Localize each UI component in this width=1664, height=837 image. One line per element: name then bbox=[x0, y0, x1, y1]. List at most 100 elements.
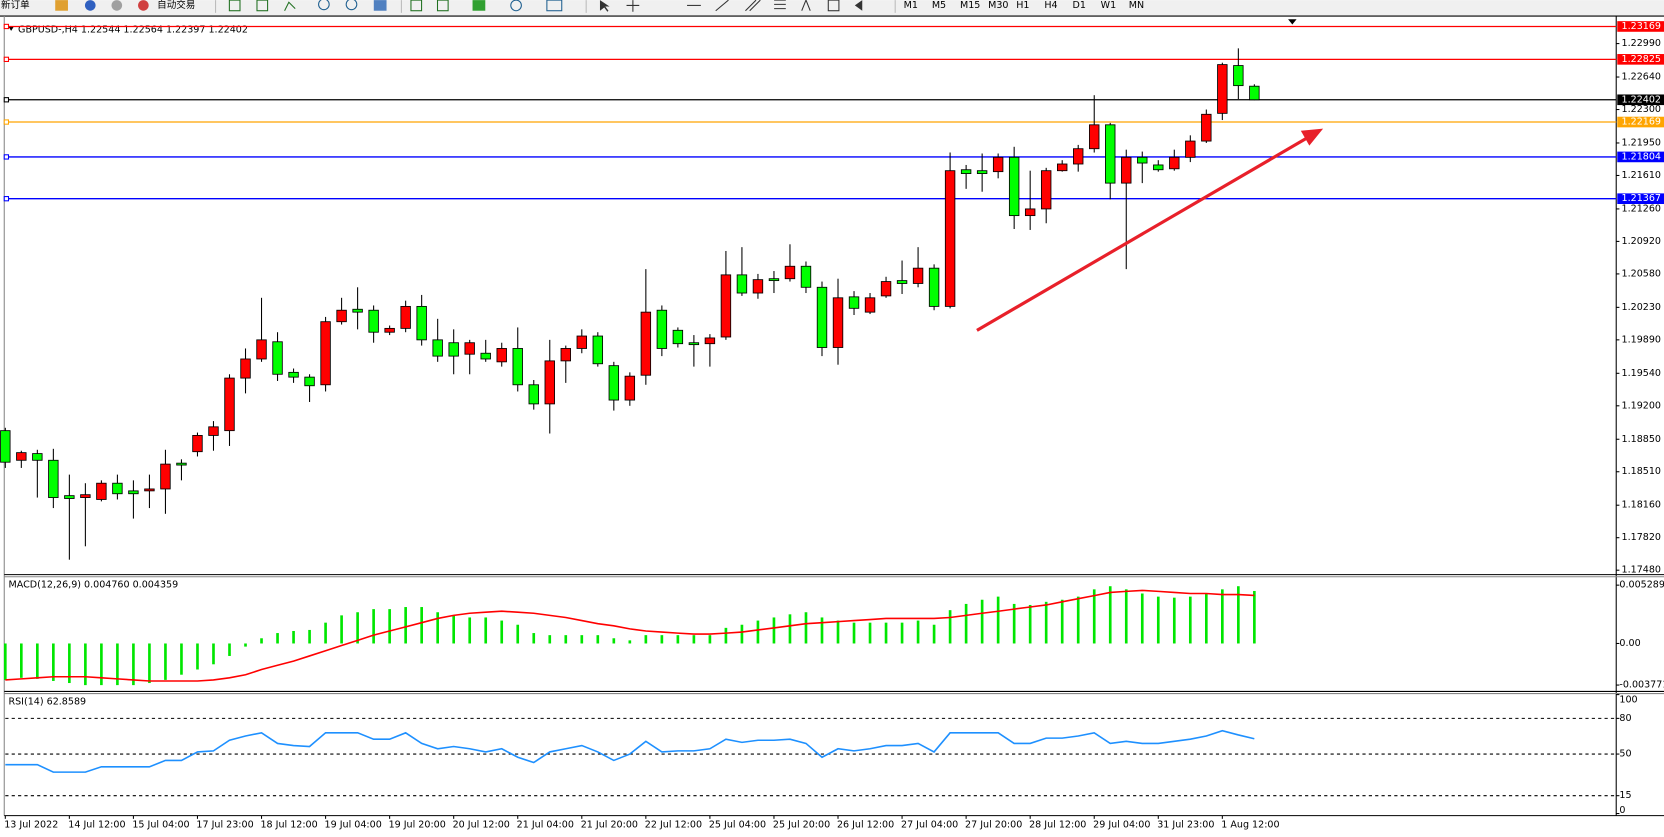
arrow-tool[interactable] bbox=[854, 0, 863, 11]
candle-body bbox=[992, 156, 1004, 173]
candle-body bbox=[64, 495, 75, 499]
y-tick-label: 1.21610 bbox=[1622, 170, 1661, 181]
icon[interactable] bbox=[410, 0, 423, 12]
level-label: 1.23169 bbox=[1622, 21, 1661, 32]
new-order-button[interactable]: 新订单 bbox=[1, 0, 30, 11]
trendline-tool[interactable] bbox=[715, 0, 729, 12]
zoom-in[interactable] bbox=[318, 0, 330, 11]
rsi-title: RSI(14) 62.8589 bbox=[8, 697, 86, 708]
timeframe-button[interactable]: M15 bbox=[960, 0, 980, 11]
x-tick-label: 14 Jul 12:00 bbox=[68, 820, 125, 831]
candle-body bbox=[464, 342, 475, 355]
y-tick-label: 15 bbox=[1619, 790, 1631, 801]
candle-body bbox=[0, 430, 11, 463]
y-tick-label: 1.20920 bbox=[1622, 236, 1661, 247]
icon[interactable] bbox=[55, 0, 68, 11]
y-tick-label: 100 bbox=[1619, 694, 1637, 705]
candle-body bbox=[912, 267, 924, 284]
cursor-tool[interactable] bbox=[599, 0, 610, 12]
icon[interactable] bbox=[436, 0, 449, 12]
icon[interactable] bbox=[228, 0, 241, 12]
candle-body bbox=[368, 309, 379, 333]
fibo-tool[interactable] bbox=[774, 0, 786, 10]
y-tick-label: 1.18850 bbox=[1622, 434, 1661, 445]
x-tick-label: 22 Jul 12:00 bbox=[645, 820, 702, 831]
auto-trading-button[interactable]: 自动交易 bbox=[157, 0, 195, 11]
auto-trading-icon[interactable] bbox=[138, 0, 149, 11]
channel-tool[interactable] bbox=[745, 0, 761, 12]
timeframe-button[interactable]: M5 bbox=[932, 0, 946, 11]
timeframe-button[interactable]: H4 bbox=[1044, 0, 1057, 11]
y-tick-label: 1.18160 bbox=[1622, 500, 1661, 511]
candle-body bbox=[208, 426, 219, 436]
level-handle bbox=[3, 23, 10, 30]
level-label: 1.21804 bbox=[1622, 151, 1661, 162]
zoom-out[interactable] bbox=[345, 0, 358, 11]
y-tick-label: -0.003771 bbox=[1619, 680, 1664, 691]
candle-body bbox=[1185, 140, 1196, 158]
candle-body bbox=[1056, 163, 1068, 172]
timeframe-button[interactable]: W1 bbox=[1101, 0, 1117, 11]
candle-body bbox=[304, 376, 315, 387]
candle-body bbox=[864, 297, 876, 313]
candle-body bbox=[624, 375, 636, 401]
icon[interactable] bbox=[111, 0, 123, 11]
level-label-box bbox=[1617, 94, 1664, 106]
candle-body bbox=[1217, 64, 1228, 114]
icon[interactable] bbox=[373, 0, 387, 11]
label-tool[interactable] bbox=[827, 0, 840, 12]
candle-body bbox=[256, 339, 267, 360]
timeframe-button[interactable]: D1 bbox=[1073, 0, 1086, 11]
candle-body bbox=[1137, 156, 1148, 164]
y-tick-label: 1.19540 bbox=[1622, 368, 1661, 379]
icon[interactable] bbox=[284, 1, 296, 11]
candle-body bbox=[688, 342, 700, 346]
y-tick-label: 0.00 bbox=[1619, 638, 1640, 649]
candle-body bbox=[1024, 208, 1036, 217]
icon[interactable] bbox=[256, 0, 269, 12]
y-tick-label: 0 bbox=[1619, 805, 1625, 816]
candle-body bbox=[544, 360, 555, 405]
crosshair-tool[interactable] bbox=[626, 0, 640, 12]
candle-body bbox=[560, 348, 571, 362]
y-tick-label: 1.19890 bbox=[1622, 334, 1661, 345]
signal-line bbox=[5, 589, 1255, 682]
candle-body bbox=[16, 452, 27, 461]
x-tick-label: 25 Jul 04:00 bbox=[709, 820, 766, 831]
x-tick-label: 13 Jul 2022 bbox=[4, 820, 58, 831]
x-tick-label: 21 Jul 20:00 bbox=[581, 820, 638, 831]
candle-body bbox=[400, 305, 411, 329]
candle-body bbox=[1249, 85, 1260, 101]
icon[interactable] bbox=[84, 0, 96, 11]
y-tick-label: 1.18510 bbox=[1622, 466, 1661, 477]
periods[interactable] bbox=[510, 0, 522, 12]
timeframe-button[interactable]: H1 bbox=[1016, 0, 1029, 11]
timeframe-button[interactable]: MN bbox=[1129, 0, 1144, 11]
candle-body bbox=[272, 341, 283, 375]
candle-body bbox=[848, 296, 860, 309]
candle-body bbox=[432, 339, 443, 357]
x-tick-label: 19 Jul 20:00 bbox=[389, 820, 446, 831]
templates[interactable] bbox=[546, 0, 563, 12]
x-tick-label: 25 Jul 20:00 bbox=[773, 820, 830, 831]
candle-body bbox=[832, 297, 844, 348]
level-label: 1.21367 bbox=[1622, 193, 1661, 204]
timeframe-button[interactable]: M30 bbox=[988, 0, 1008, 11]
x-tick-label: 31 Jul 23:00 bbox=[1157, 820, 1214, 831]
candle-body bbox=[928, 267, 940, 307]
level-label: 1.22825 bbox=[1622, 54, 1661, 65]
candle-body bbox=[160, 463, 171, 490]
text-tool[interactable] bbox=[801, 0, 811, 11]
candle-body bbox=[1040, 170, 1052, 210]
candle-body bbox=[896, 280, 908, 284]
candle-body bbox=[32, 453, 43, 461]
level-handle bbox=[3, 119, 10, 125]
trend-arrow bbox=[976, 134, 1312, 332]
candle-body bbox=[1008, 156, 1020, 217]
candle-body bbox=[80, 494, 91, 498]
candle-body bbox=[448, 342, 459, 357]
level-handle bbox=[3, 56, 10, 62]
timeframe-button[interactable]: M1 bbox=[904, 0, 918, 11]
candle-body bbox=[416, 305, 427, 341]
indicators[interactable] bbox=[472, 0, 486, 11]
